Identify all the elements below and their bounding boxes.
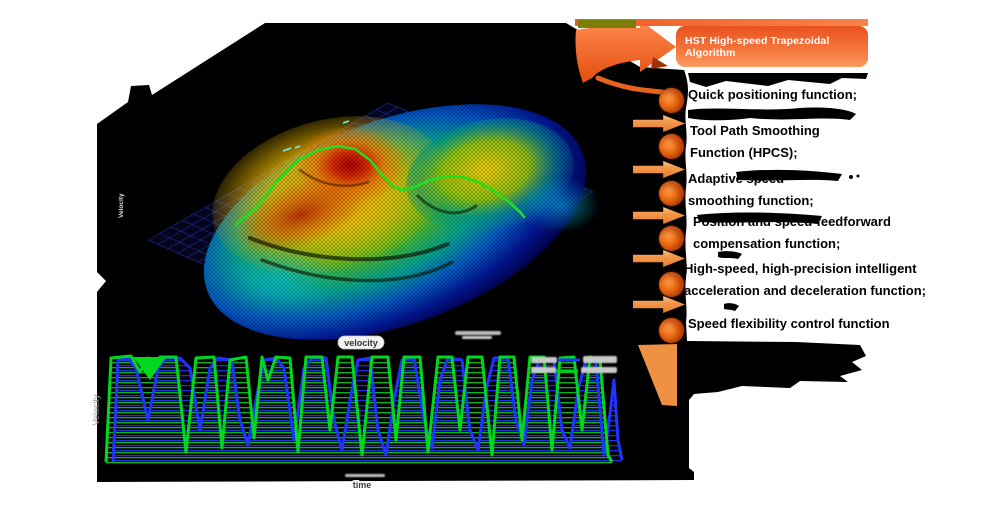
feature-line: acceleration and deceleration function; (684, 283, 926, 298)
feature-line: High-speed, high-precision intelligent (684, 261, 917, 276)
feature-item-2: Tool Path Smoothing Function (HPCS); (690, 120, 820, 164)
feature-line: smoothing function; (688, 193, 814, 208)
feature-line: Tool Path Smoothing (690, 123, 820, 138)
feature-line: compensation function; (693, 236, 841, 251)
feature-item-3: Adaptive speed smoothing function; (688, 168, 814, 212)
feature-line: Function (HPCS); (690, 145, 798, 160)
feature-item-1: Quick positioning function; (688, 84, 857, 106)
banner-olive-accent (578, 20, 636, 28)
feature-line: Speed flexibility control function (688, 316, 890, 331)
chart-x-axis-label: time (353, 480, 372, 490)
axis-tick-remnants (282, 120, 350, 152)
bullet-sphere-icon (659, 134, 684, 159)
feature-item-4: Position and speed-feedforward compensat… (693, 211, 891, 255)
white-scribble-remnants (345, 331, 501, 477)
bullet-sphere-icon (659, 88, 684, 113)
bullet-sphere-icon (659, 272, 684, 297)
surface-z-axis-label: Velocity (118, 193, 125, 218)
velocity-time-chart: Velocity time (91, 354, 624, 492)
bullet-sphere-icon (659, 181, 684, 206)
chart-legend (531, 356, 617, 373)
tool-path-curve (235, 144, 526, 226)
ribbon-tail-shape (638, 344, 677, 406)
chart-y-axis-label: Velocity (91, 394, 101, 426)
feature-line: Quick positioning function; (688, 87, 857, 102)
velocity-bubble-text: velocity (344, 338, 378, 348)
banner: HST High-speed Trapezoidal Algorithm (676, 26, 868, 67)
banner-top-strip (575, 19, 868, 26)
banner-pointer-arrow-icon (575, 20, 676, 95)
feature-line: Position and speed-feedforward (693, 214, 891, 229)
redaction-scribbles (688, 73, 868, 311)
bullet-sphere-icon (659, 226, 684, 251)
banner-title: HST High-speed Trapezoidal Algorithm (685, 34, 830, 59)
velocity-bubble-label: velocity (337, 335, 385, 350)
solid-green-notch (133, 357, 166, 380)
feature-line: Adaptive speed (688, 171, 785, 186)
feature-item-5: High-speed, high-precision intelligent a… (684, 258, 926, 302)
bullet-sphere-icon (659, 318, 684, 343)
feature-item-6: Speed flexibility control function (688, 313, 890, 335)
